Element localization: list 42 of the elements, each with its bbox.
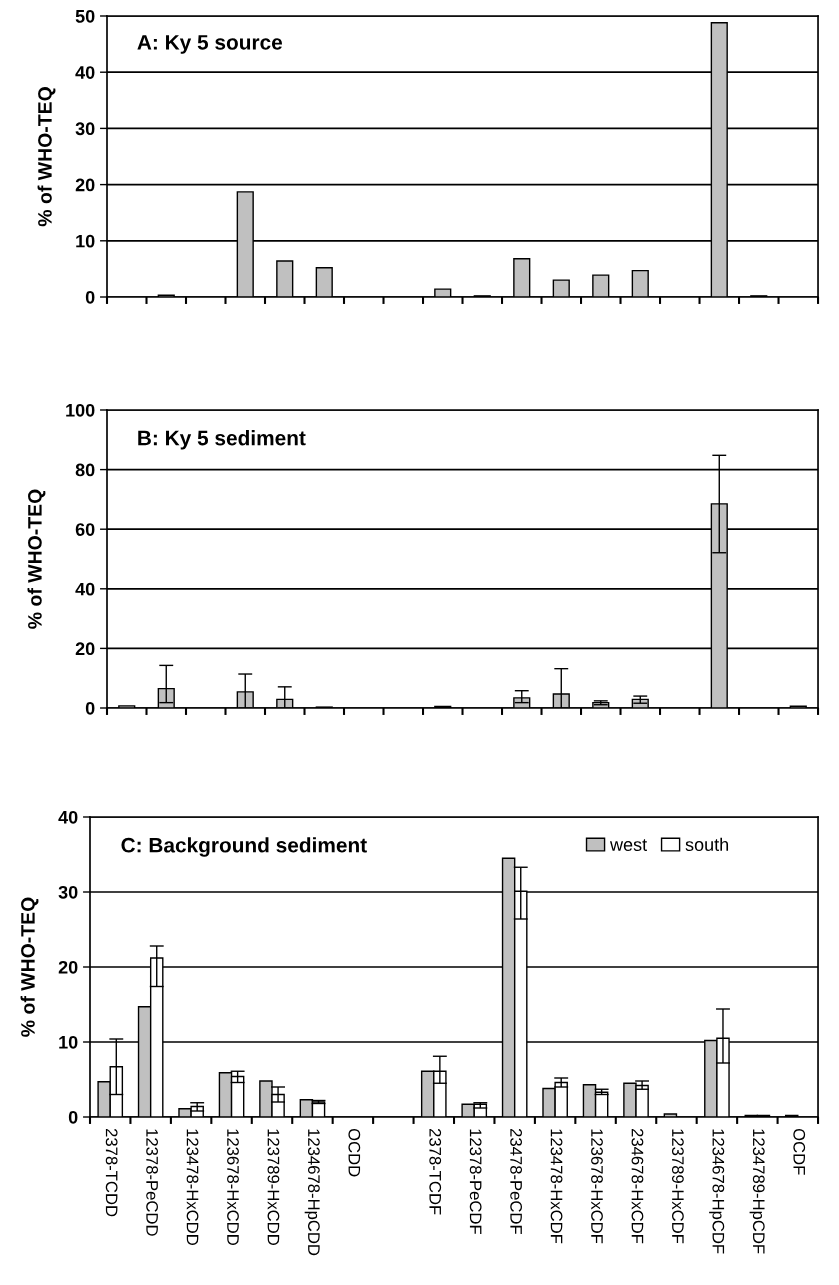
x-tick-label: 12378-PeCDF: [469, 1129, 482, 1234]
y-tick-label: 50: [75, 9, 95, 23]
y-axis-title: % of WHO-TEQ: [37, 87, 56, 227]
x-tick-label: OCDF: [793, 1128, 806, 1175]
y-tick-label: 80: [75, 463, 95, 477]
x-tick-label: 2378-TCDF: [429, 1128, 442, 1215]
y-tick-label: 30: [75, 122, 95, 136]
x-tick-label: 123678-HxCDF: [591, 1129, 603, 1244]
y-tick-label: 100: [66, 403, 95, 417]
x-tick-label: 23478-PeCDF: [510, 1128, 523, 1234]
text: B: Ky 5 sediment: [138, 430, 306, 450]
x-tick-label: 123478-HxCDD: [186, 1129, 199, 1245]
y-tick-label: 0: [85, 701, 95, 715]
y-tick-label: 30: [58, 885, 78, 899]
x-tick-label: 2378-TCDD: [105, 1128, 118, 1217]
legend-label: west: [609, 839, 647, 852]
y-tick-label: 10: [76, 234, 95, 248]
y-tick-label: 20: [75, 642, 95, 656]
x-tick-label: 1234789-HpCDF: [749, 1129, 765, 1254]
x-tick-label: 123789-HxCDD: [267, 1129, 280, 1245]
y-axis-title: % of WHO-TEQ: [20, 897, 39, 1037]
y-tick-label: 60: [75, 523, 95, 536]
x-tick-label: 12378-PeCDD: [146, 1129, 158, 1236]
y-tick-label: 10: [59, 1035, 78, 1049]
y-tick-label: 20: [58, 960, 78, 974]
legend-label: south: [685, 837, 729, 852]
y-tick-label: 40: [58, 810, 78, 824]
x-tick-label: 1234678-HpCDD: [304, 1129, 320, 1256]
text: A: Ky 5 source: [137, 35, 283, 54]
y-tick-label: 40: [75, 582, 95, 596]
y-tick-label: 0: [68, 1110, 78, 1124]
x-tick-label: 123789-HxCDF: [671, 1129, 684, 1244]
y-tick-label: 0: [85, 290, 95, 304]
y-axis-title: % of WHO-TEQ: [27, 489, 46, 629]
x-tick-label: 123678-HxCDD: [227, 1129, 239, 1245]
x-tick-label: 1234678-HpCDF: [709, 1129, 725, 1254]
text: C: Background sediment: [121, 837, 367, 857]
y-tick-label: 20: [75, 178, 95, 192]
x-tick-label: 234678-HxCDF: [631, 1128, 644, 1244]
x-tick-label: 123478-HxCDF: [550, 1129, 563, 1244]
x-tick-label: OCDD: [348, 1128, 361, 1177]
y-tick-label: 40: [75, 66, 95, 79]
